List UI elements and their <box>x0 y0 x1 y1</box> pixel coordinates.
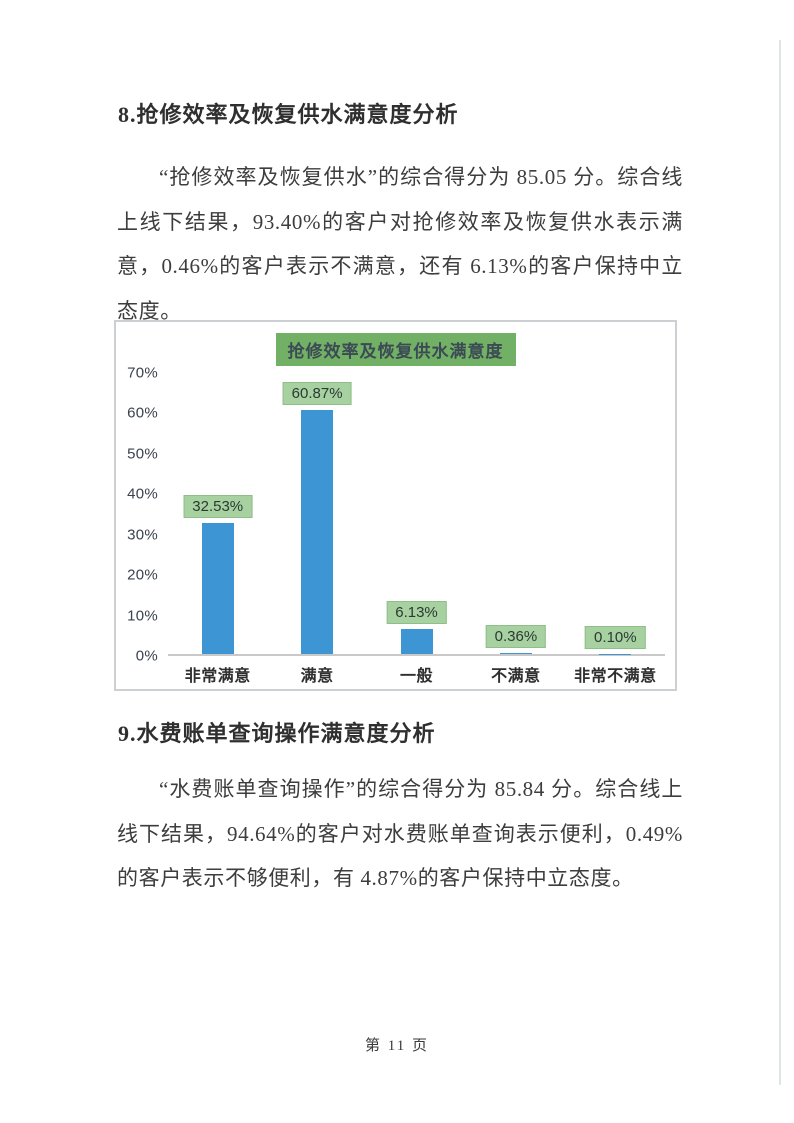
x-axis: 非常满意 满意 一般 不满意 非常不满意 <box>168 662 665 685</box>
bar-slot: 0.10% <box>566 373 665 654</box>
chart-title: 抢修效率及恢复供水满意度 <box>275 333 516 366</box>
y-axis: 0% 10% 20% 30% 40% 50% 60% 70% <box>116 365 162 665</box>
y-axis-tick-label: 10% <box>127 607 158 625</box>
section-9-heading: 9.水费账单查询操作满意度分析 <box>118 721 436 746</box>
y-axis-tick-label: 30% <box>127 526 158 544</box>
plot-area: 32.53% 60.87% 6.13% 0.36% 0.10% <box>168 373 665 656</box>
x-axis-category-label: 非常满意 <box>184 668 251 685</box>
bar <box>400 629 433 654</box>
bar <box>499 652 532 654</box>
x-axis-category-label: 不满意 <box>491 668 541 685</box>
y-axis-tick-label: 70% <box>127 364 158 382</box>
scan-edge-artifact <box>779 40 781 1085</box>
bar-value-label: 60.87% <box>282 381 352 405</box>
y-axis-tick-label: 0% <box>135 647 158 665</box>
y-axis-tick-label: 60% <box>127 404 158 422</box>
section-9-paragraph: “水费账单查询操作”的综合得分为 85.84 分。综合线上线下结果，94.64%… <box>117 777 683 890</box>
y-axis-tick-label: 20% <box>127 566 158 584</box>
bar-value-label: 0.10% <box>585 625 646 649</box>
bar <box>201 523 234 654</box>
y-axis-tick-label: 40% <box>127 485 158 503</box>
bar-value-label: 0.36% <box>485 624 547 648</box>
x-axis-category-label: 一般 <box>400 668 434 685</box>
bar-slot: 0.36% <box>466 373 565 654</box>
bar-slot: 60.87% <box>267 373 366 654</box>
bar-slot: 32.53% <box>168 373 267 654</box>
section-8-paragraph: “抢修效率及恢复供水”的综合得分为 85.05 分。综合线上线下结果，93.40… <box>117 165 683 323</box>
bar <box>301 409 334 654</box>
page-number: 第 11 页 <box>365 1038 429 1054</box>
bar-slot: 6.13% <box>367 373 466 654</box>
x-axis-category-label: 满意 <box>300 668 334 685</box>
bar-value-label: 6.13% <box>386 601 447 625</box>
satisfaction-bar-chart: 抢修效率及恢复供水满意度 0% 10% 20% 30% 40% 50% 60% 70% 32.… <box>114 320 677 691</box>
x-axis-category-label: 非常不满意 <box>574 668 657 685</box>
y-axis-tick-label: 50% <box>127 445 158 463</box>
section-8-heading: 8.抢修效率及恢复供水满意度分析 <box>118 102 459 127</box>
bar-value-label: 32.53% <box>183 495 253 519</box>
